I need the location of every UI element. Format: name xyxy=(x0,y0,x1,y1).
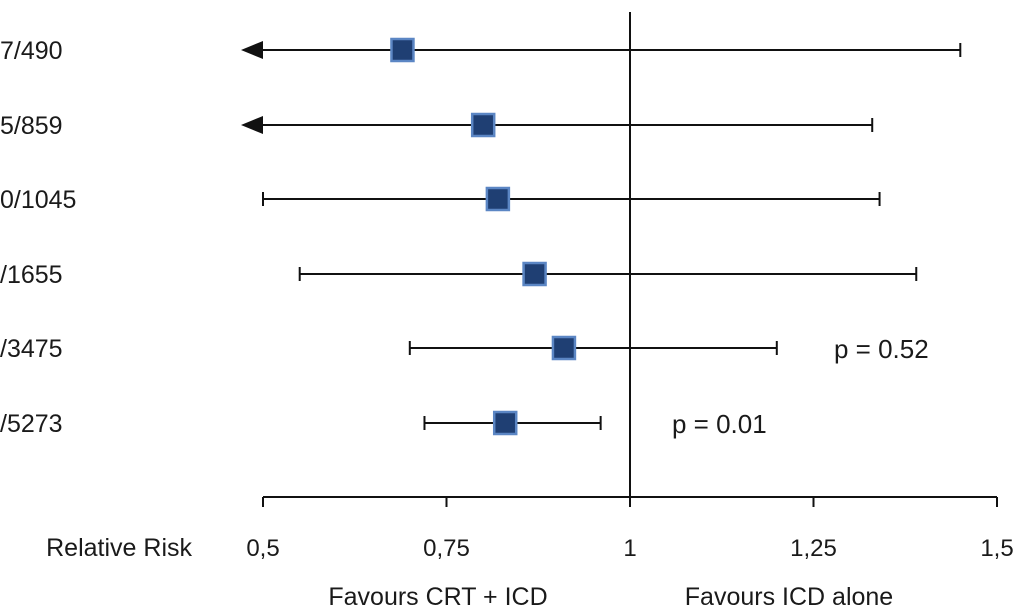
axis-title: Relative Risk xyxy=(46,534,192,562)
ci-arrow-left xyxy=(241,41,263,59)
point-estimate-marker xyxy=(522,261,547,287)
forest-row: 5/859 xyxy=(0,112,874,140)
point-estimate-marker xyxy=(390,37,415,63)
favours-left-label: Favours CRT + ICD xyxy=(328,583,547,611)
rows-layer: 7/490 5/859 0/1045/1655/3475/5273 xyxy=(0,37,962,438)
row-label: /1655 xyxy=(0,261,63,289)
x-tick-label: 1,5 xyxy=(980,535,1013,562)
point-estimate-marker xyxy=(492,410,518,436)
forest-row: 7/490 xyxy=(0,37,962,65)
forest-row: /3475 xyxy=(0,335,778,363)
x-tick-label: 1,25 xyxy=(790,535,837,562)
row-label: /3475 xyxy=(0,335,63,363)
p-value-annotation: p = 0.01 xyxy=(672,409,767,439)
x-axis: 0,5 0,75 1 1,25 1,5 xyxy=(246,496,1014,562)
row-label: 7/490 xyxy=(0,37,63,65)
x-tick-label: 0,5 xyxy=(246,535,279,562)
ci-arrow-left xyxy=(241,116,263,134)
annotations-layer: p = 0.52 p = 0.01 xyxy=(672,334,929,439)
point-estimate-marker xyxy=(470,112,496,138)
row-label: 0/1045 xyxy=(0,186,76,214)
p-value-annotation: p = 0.52 xyxy=(834,334,929,364)
forest-row: /5273 xyxy=(0,410,602,438)
x-tick-label: 0,75 xyxy=(423,535,470,562)
favours-right-label: Favours ICD alone xyxy=(685,583,893,611)
row-label: /5273 xyxy=(0,410,63,438)
point-estimate-marker xyxy=(551,335,577,361)
row-label: 5/859 xyxy=(0,112,63,140)
forest-row: 0/1045 xyxy=(0,186,881,214)
forest-row: /1655 xyxy=(0,261,918,289)
x-tick-label: 1 xyxy=(623,535,636,562)
point-estimate-marker xyxy=(485,186,511,212)
